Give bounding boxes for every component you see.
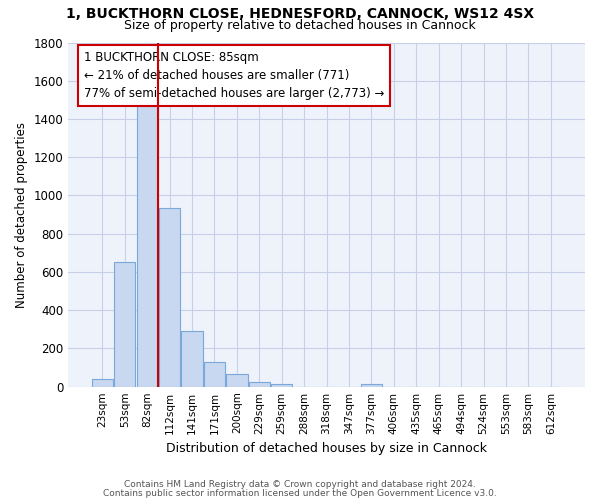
Bar bbox=[204, 362, 225, 386]
Bar bbox=[248, 382, 270, 386]
Bar bbox=[181, 331, 203, 386]
Bar bbox=[92, 379, 113, 386]
Text: Contains public sector information licensed under the Open Government Licence v3: Contains public sector information licen… bbox=[103, 489, 497, 498]
Text: 1, BUCKTHORN CLOSE, HEDNESFORD, CANNOCK, WS12 4SX: 1, BUCKTHORN CLOSE, HEDNESFORD, CANNOCK,… bbox=[66, 8, 534, 22]
Text: Contains HM Land Registry data © Crown copyright and database right 2024.: Contains HM Land Registry data © Crown c… bbox=[124, 480, 476, 489]
Bar bbox=[361, 384, 382, 386]
Bar bbox=[114, 262, 136, 386]
Bar bbox=[226, 374, 248, 386]
Text: Size of property relative to detached houses in Cannock: Size of property relative to detached ho… bbox=[124, 18, 476, 32]
Text: 1 BUCKTHORN CLOSE: 85sqm
← 21% of detached houses are smaller (771)
77% of semi-: 1 BUCKTHORN CLOSE: 85sqm ← 21% of detach… bbox=[83, 51, 384, 100]
X-axis label: Distribution of detached houses by size in Cannock: Distribution of detached houses by size … bbox=[166, 442, 487, 455]
Bar bbox=[271, 384, 292, 386]
Y-axis label: Number of detached properties: Number of detached properties bbox=[15, 122, 28, 308]
Bar bbox=[159, 208, 180, 386]
Bar bbox=[137, 104, 158, 386]
